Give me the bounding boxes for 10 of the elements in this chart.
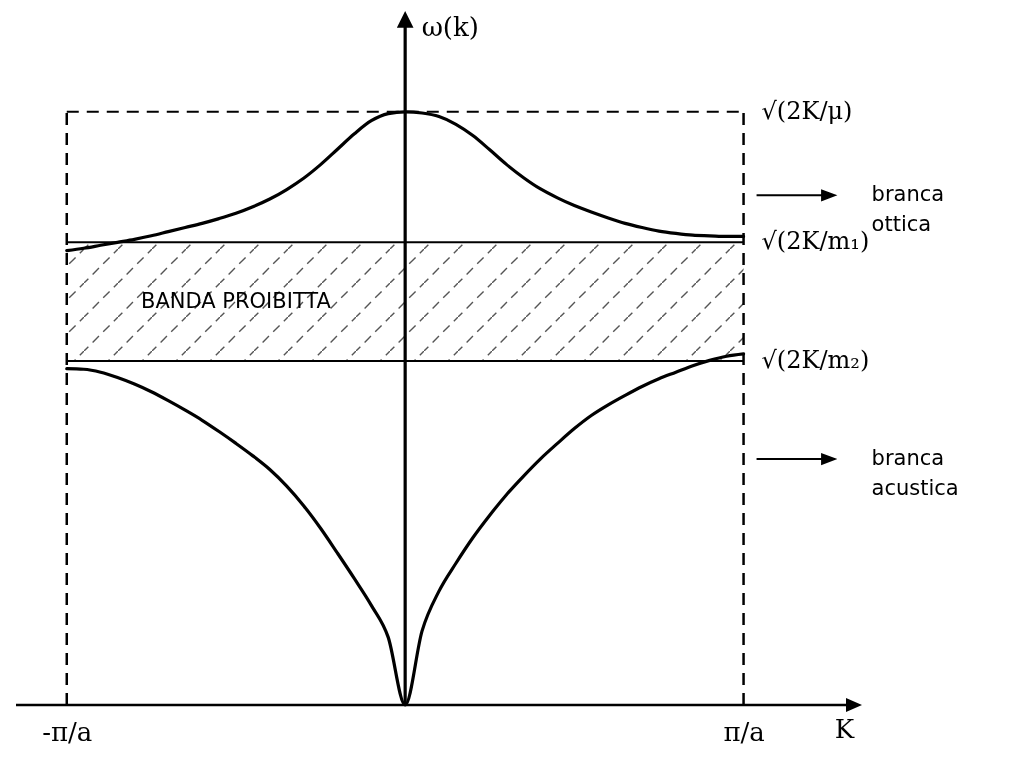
ref-line-label: √(2K/μ) — [761, 96, 853, 125]
legend-label: branca ottica — [871, 182, 945, 237]
x-tick-label: -π/a — [42, 716, 93, 747]
legend-label: branca acustica — [871, 446, 959, 501]
y-axis-title: ω(k) — [421, 11, 479, 42]
band-label: BANDA PROIBITTA — [140, 288, 332, 313]
x-tick-label: π/a — [723, 716, 765, 747]
x-axis-title: K — [834, 713, 855, 744]
ref-line-label: √(2K/m₁) — [761, 227, 870, 256]
ref-line-label: √(2K/m₂) — [761, 345, 870, 374]
